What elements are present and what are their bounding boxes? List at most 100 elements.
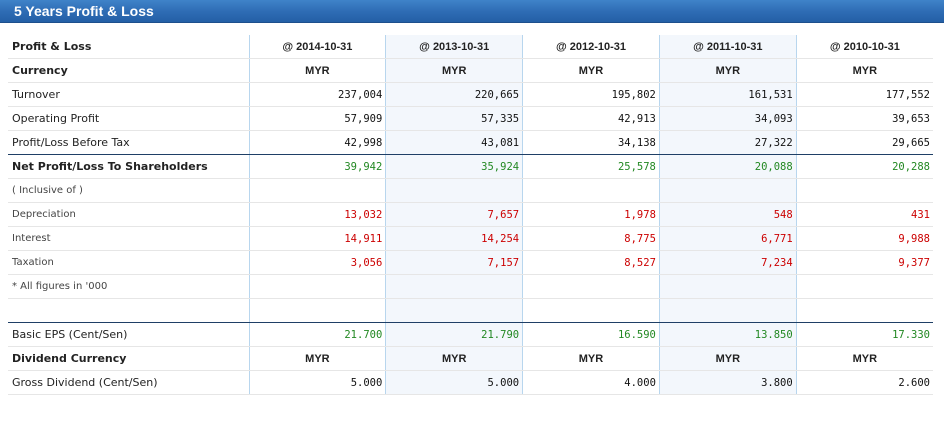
currency-cell: MYR — [522, 346, 660, 371]
row-label: Net Profit/Loss To Shareholders — [8, 154, 249, 179]
year-header: @ 2011-10-31 — [658, 35, 797, 59]
row-label: Interest — [8, 226, 249, 251]
panel-title: 5 Years Profit & Loss — [14, 3, 154, 19]
value-cell: 34,138 — [522, 130, 660, 155]
row-label: Turnover — [8, 82, 249, 107]
empty-cell — [385, 298, 523, 323]
value-cell: 29,665 — [795, 130, 933, 155]
row-label: Basic EPS (Cent/Sen) — [8, 322, 249, 347]
value-cell: 39,942 — [248, 154, 386, 179]
value-cell: 9,988 — [795, 226, 933, 251]
year-header: @ 2013-10-31 — [385, 35, 523, 59]
value-cell: 5.000 — [385, 370, 523, 395]
empty-cell — [658, 178, 797, 203]
value-cell: 20,088 — [658, 154, 797, 179]
empty-cell — [522, 298, 660, 323]
row-label: Profit/Loss Before Tax — [8, 130, 249, 155]
value-cell: 27,322 — [658, 130, 797, 155]
empty-cell — [248, 298, 386, 323]
value-cell: 177,552 — [795, 82, 933, 107]
value-cell: 14,911 — [248, 226, 386, 251]
value-cell: 161,531 — [658, 82, 797, 107]
value-cell: 34,093 — [658, 106, 797, 131]
value-cell: 9,377 — [795, 250, 933, 275]
value-cell: 8,527 — [522, 250, 660, 275]
value-cell: 548 — [658, 202, 797, 227]
inclusive-of-row: ( Inclusive of ) — [8, 178, 933, 203]
figures-note: * All figures in '000 — [8, 274, 249, 299]
value-cell: 17.330 — [795, 322, 933, 347]
row-label: Operating Profit — [8, 106, 249, 131]
value-cell: 237,004 — [248, 82, 386, 107]
year-header: @ 2014-10-31 — [248, 35, 386, 59]
depreciation-row: Depreciation 13,032 7,657 1,978 548 431 — [8, 202, 933, 227]
value-cell: 431 — [795, 202, 933, 227]
value-cell: 5.000 — [248, 370, 386, 395]
empty-cell — [385, 274, 523, 299]
value-cell: 42,998 — [248, 130, 386, 155]
spacer-row — [8, 298, 933, 323]
row-label: Taxation — [8, 250, 249, 275]
value-cell: 14,254 — [385, 226, 523, 251]
currency-cell: MYR — [385, 58, 523, 83]
currency-cell: MYR — [658, 346, 797, 371]
value-cell: 13.850 — [658, 322, 797, 347]
currency-cell: MYR — [248, 346, 386, 371]
value-cell: 8,775 — [522, 226, 660, 251]
empty-cell — [8, 298, 249, 323]
year-header: @ 2012-10-31 — [522, 35, 660, 59]
empty-cell — [522, 274, 660, 299]
value-cell: 39,653 — [795, 106, 933, 131]
value-cell: 57,335 — [385, 106, 523, 131]
value-cell: 13,032 — [248, 202, 386, 227]
dividend-currency-row: Dividend Currency MYR MYR MYR MYR MYR — [8, 346, 933, 371]
value-cell: 3,056 — [248, 250, 386, 275]
gross-dividend-row: Gross Dividend (Cent/Sen) 5.000 5.000 4.… — [8, 370, 933, 395]
taxation-row: Taxation 3,056 7,157 8,527 7,234 9,377 — [8, 250, 933, 275]
currency-cell: MYR — [522, 58, 660, 83]
value-cell: 25,578 — [522, 154, 660, 179]
basic-eps-row: Basic EPS (Cent/Sen) 21.700 21.790 16.59… — [8, 322, 933, 347]
empty-cell — [522, 178, 660, 203]
value-cell: 16.590 — [522, 322, 660, 347]
row-label: Depreciation — [8, 202, 249, 227]
value-cell: 195,802 — [522, 82, 660, 107]
currency-cell: MYR — [795, 58, 933, 83]
value-cell: 2.600 — [795, 370, 933, 395]
value-cell: 3.800 — [658, 370, 797, 395]
empty-cell — [248, 178, 386, 203]
row-label: ( Inclusive of ) — [8, 178, 249, 203]
value-cell: 21.790 — [385, 322, 523, 347]
net-profit-row: Net Profit/Loss To Shareholders 39,942 3… — [8, 154, 933, 179]
value-cell: 43,081 — [385, 130, 523, 155]
empty-cell — [795, 274, 933, 299]
profit-loss-table: Profit & Loss @ 2014-10-31 @ 2013-10-31 … — [8, 35, 933, 395]
value-cell: 7,157 — [385, 250, 523, 275]
currency-cell: MYR — [248, 58, 386, 83]
empty-cell — [795, 178, 933, 203]
value-cell: 1,978 — [522, 202, 660, 227]
empty-cell — [248, 274, 386, 299]
currency-row: Currency MYR MYR MYR MYR MYR — [8, 58, 933, 83]
value-cell: 20,288 — [795, 154, 933, 179]
value-cell: 220,665 — [385, 82, 523, 107]
year-header-row: Profit & Loss @ 2014-10-31 @ 2013-10-31 … — [8, 35, 933, 59]
row-label: Currency — [8, 58, 249, 83]
row-label: Gross Dividend (Cent/Sen) — [8, 370, 249, 395]
value-cell: 7,657 — [385, 202, 523, 227]
row-label: Dividend Currency — [8, 346, 249, 371]
currency-cell: MYR — [385, 346, 523, 371]
value-cell: 57,909 — [248, 106, 386, 131]
panel-header: 5 Years Profit & Loss — [0, 0, 944, 23]
value-cell: 7,234 — [658, 250, 797, 275]
value-cell: 6,771 — [658, 226, 797, 251]
figures-note-row: * All figures in '000 — [8, 274, 933, 299]
turnover-row: Turnover 237,004 220,665 195,802 161,531… — [8, 82, 933, 107]
value-cell: 21.700 — [248, 322, 386, 347]
value-cell: 4.000 — [522, 370, 660, 395]
empty-cell — [658, 298, 797, 323]
year-header: @ 2010-10-31 — [795, 35, 933, 59]
value-cell: 35,924 — [385, 154, 523, 179]
empty-cell — [795, 298, 933, 323]
empty-cell — [658, 274, 797, 299]
